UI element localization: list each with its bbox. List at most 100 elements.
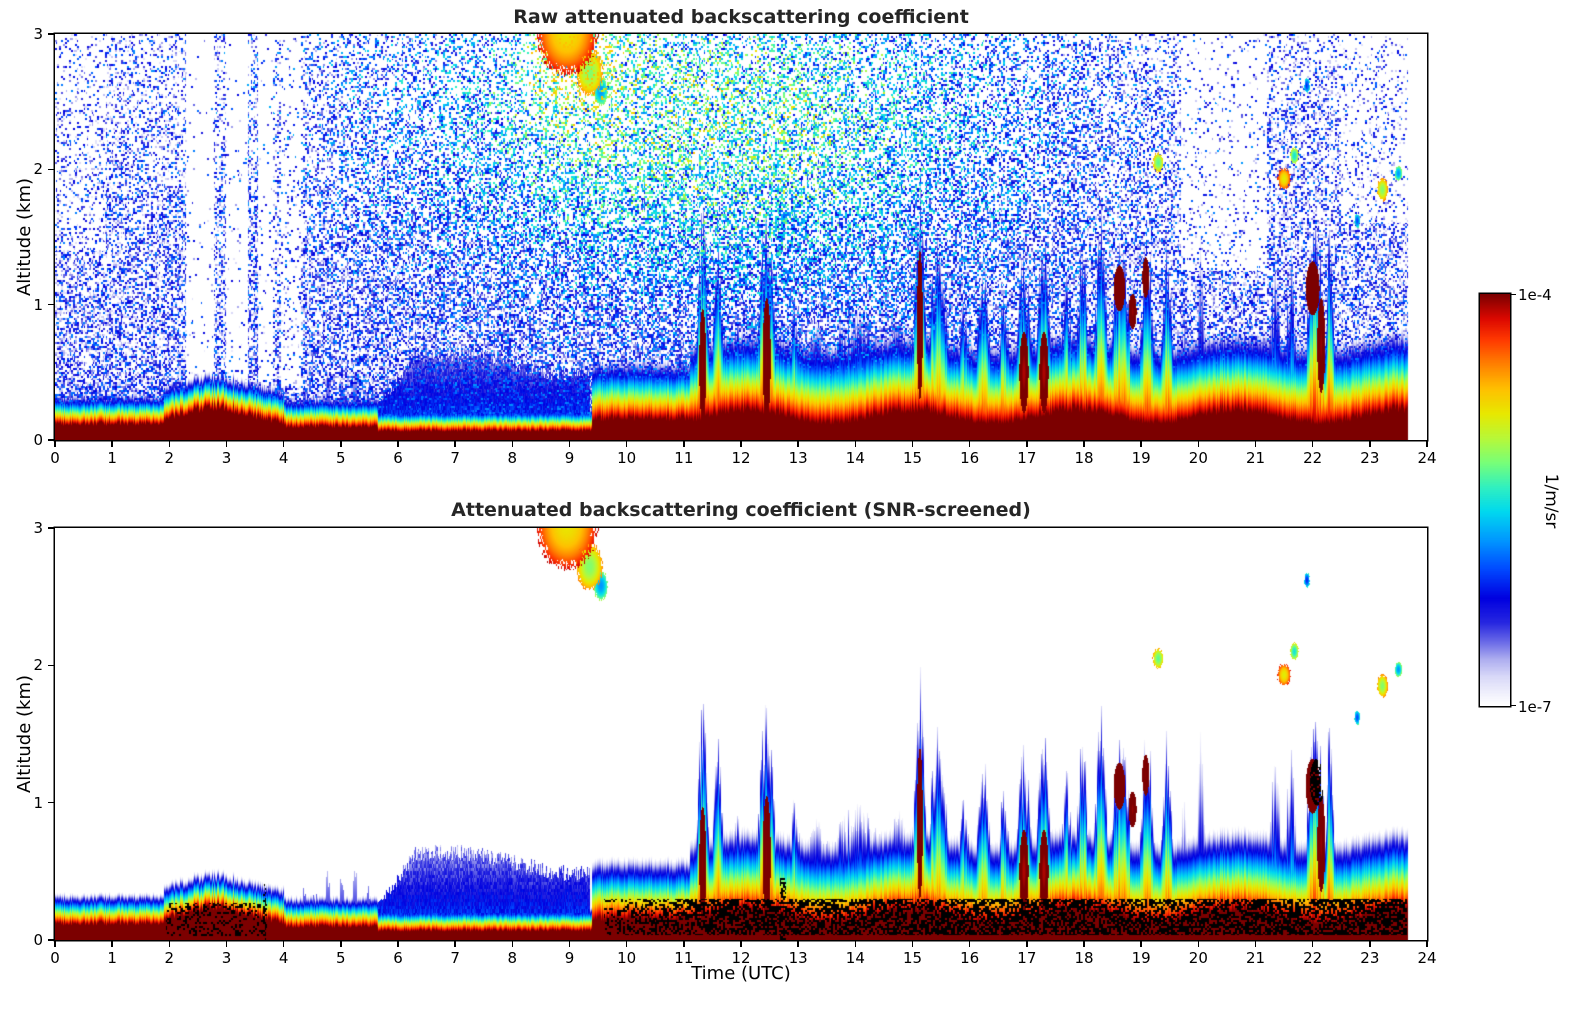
x-tick-label: 24 (1417, 949, 1437, 967)
x-tick (1369, 941, 1371, 947)
x-tick-label: 7 (450, 449, 460, 467)
x-tick-label: 10 (617, 949, 637, 967)
x-tick (1426, 941, 1428, 947)
x-tick-label: 15 (902, 449, 923, 467)
panel2-heatmap (55, 528, 1427, 940)
x-tick-label: 7 (450, 949, 460, 967)
colorbar-max-tick (1510, 293, 1516, 295)
x-tick (683, 441, 685, 447)
x-tick-label: 21 (1245, 949, 1266, 967)
x-tick (511, 941, 514, 947)
x-tick-label: 24 (1417, 449, 1437, 467)
x-tick (454, 941, 456, 947)
x-tick-label: 6 (393, 949, 403, 967)
x-tick-label: 20 (1188, 449, 1208, 467)
x-tick-label: 9 (564, 949, 575, 967)
x-tick-label: 16 (960, 949, 980, 967)
x-tick (911, 941, 914, 947)
x-tick-label: 18 (1074, 449, 1094, 467)
x-tick-label: 1 (107, 949, 117, 967)
x-tick (54, 941, 56, 947)
x-tick (797, 441, 799, 447)
x-tick-label: 14 (845, 949, 865, 967)
panel2-title: Attenuated backscattering coefficient (S… (451, 499, 1031, 521)
x-tick (282, 941, 285, 947)
x-axis-label: Time (UTC) (691, 963, 791, 984)
y-tick-label: 1 (33, 793, 43, 812)
x-tick-label: 6 (393, 449, 403, 467)
x-tick-label: 15 (902, 949, 923, 967)
x-tick (282, 441, 285, 447)
colorbar (1480, 294, 1510, 706)
x-tick (340, 941, 342, 947)
x-tick (168, 441, 171, 447)
y-tick (48, 527, 54, 529)
colorbar-gradient (1480, 294, 1510, 706)
x-tick (625, 941, 628, 947)
x-tick-label: 12 (731, 449, 751, 467)
x-tick (225, 941, 228, 947)
x-tick (1311, 441, 1314, 447)
x-tick (968, 941, 971, 947)
x-tick (225, 441, 228, 447)
x-tick (683, 941, 685, 947)
x-tick (54, 441, 56, 447)
x-tick (454, 441, 456, 447)
x-tick (1254, 941, 1257, 947)
x-tick-label: 14 (845, 449, 865, 467)
x-tick-label: 19 (1131, 949, 1151, 967)
x-tick (1140, 441, 1142, 447)
x-tick-label: 0 (50, 949, 60, 967)
x-tick (1426, 441, 1428, 447)
panel1-plot-area (55, 34, 1427, 440)
x-tick (168, 941, 171, 947)
colorbar-max-label: 1e-4 (1518, 286, 1552, 304)
x-tick (911, 441, 914, 447)
x-tick-label: 4 (278, 449, 289, 467)
y-tick (48, 33, 54, 35)
y-tick (48, 939, 54, 941)
y-tick-label: 0 (33, 431, 43, 449)
x-tick-label: 19 (1131, 449, 1151, 467)
x-tick-label: 11 (674, 949, 694, 967)
x-tick-label: 5 (336, 949, 346, 967)
y-tick (48, 168, 54, 171)
x-tick-label: 21 (1245, 449, 1266, 467)
x-tick (111, 941, 113, 947)
x-tick (568, 941, 571, 947)
x-tick-label: 11 (674, 449, 694, 467)
y-tick (48, 439, 54, 441)
x-tick-label: 0 (50, 449, 60, 467)
y-tick-label: 2 (33, 656, 43, 675)
x-tick (740, 441, 742, 447)
x-tick-label: 4 (278, 949, 289, 967)
x-tick-label: 16 (960, 449, 980, 467)
panel1-heatmap (55, 34, 1427, 440)
x-tick-label: 23 (1360, 449, 1380, 467)
x-tick-label: 9 (564, 449, 575, 467)
x-tick-label: 1 (107, 449, 117, 467)
panel2-plot-area (55, 528, 1427, 940)
x-tick-label: 13 (788, 949, 808, 967)
x-tick-label: 23 (1360, 949, 1380, 967)
x-tick (111, 441, 113, 447)
x-tick-label: 17 (1017, 949, 1037, 967)
x-tick (625, 441, 628, 447)
y-tick-label: 3 (33, 25, 43, 43)
x-tick (968, 441, 971, 447)
x-tick (1369, 441, 1371, 447)
x-tick (397, 941, 399, 947)
x-tick (854, 941, 857, 947)
x-tick-label: 13 (788, 449, 808, 467)
colorbar-min-label: 1e-7 (1518, 698, 1552, 716)
y-tick (48, 303, 54, 306)
x-tick-label: 2 (164, 949, 175, 967)
y-tick (48, 801, 54, 804)
y-tick-label: 2 (33, 160, 43, 179)
x-tick (1140, 941, 1142, 947)
x-tick (340, 441, 342, 447)
x-tick-label: 3 (221, 949, 232, 967)
x-tick-label: 22 (1303, 449, 1323, 467)
